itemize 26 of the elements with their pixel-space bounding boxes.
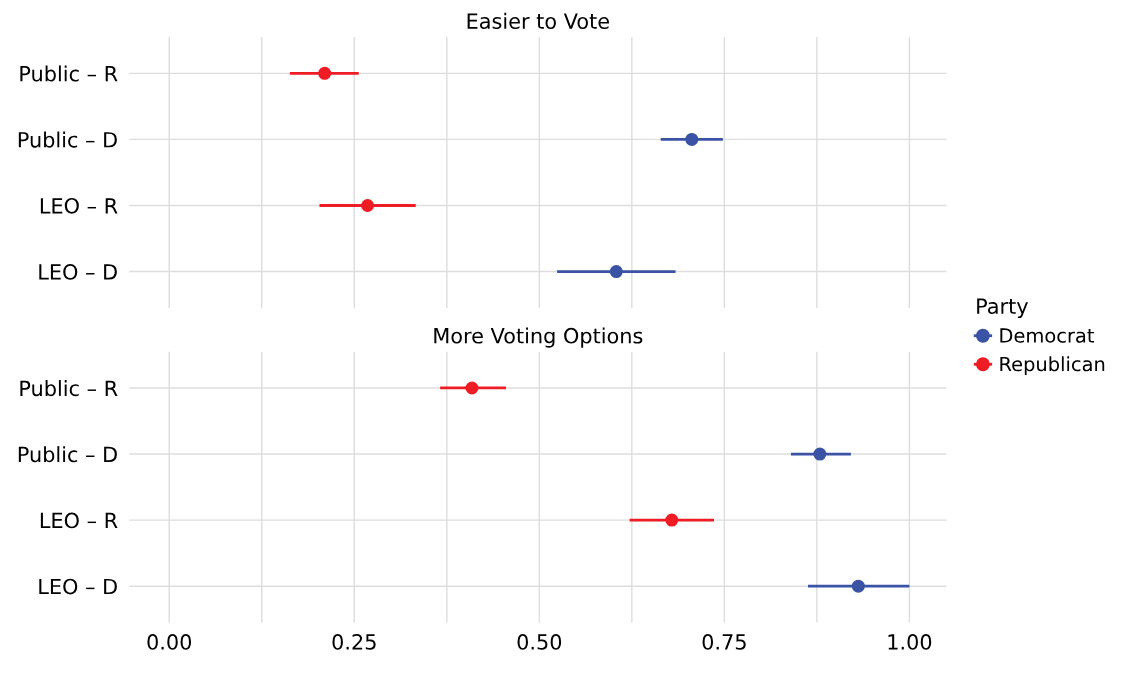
x-tick-label: 0.00	[147, 634, 192, 650]
point	[609, 265, 623, 279]
point	[465, 381, 479, 395]
y-tick-label: Public – R	[20, 380, 118, 397]
legend-label: Democrat	[1000, 328, 1095, 343]
y-tick-label: Public – D	[18, 446, 117, 463]
chart-title: More Voting Options	[434, 327, 643, 348]
y-tick-label: LEO – D	[39, 578, 117, 595]
legend-title: Party	[977, 298, 1028, 319]
x-tick-label: 0.25	[332, 634, 376, 650]
point	[665, 513, 679, 527]
point	[318, 66, 332, 80]
y-tick-label: LEO – D	[39, 264, 117, 280]
y-tick-label: Public – D	[18, 131, 117, 148]
chart-title: Easier to Vote	[467, 12, 609, 29]
x-tick-label: 0.75	[702, 634, 746, 650]
y-tick-label: LEO – R	[40, 197, 118, 214]
x-tick-label: 0.50	[517, 634, 562, 650]
y-tick-label: Public – R	[20, 65, 118, 82]
point	[851, 579, 865, 593]
y-tick-label: LEO – R	[40, 512, 118, 529]
point	[361, 198, 375, 212]
point	[685, 132, 699, 146]
point	[813, 447, 827, 461]
x-tick-label: 1.00	[888, 634, 932, 650]
legend-label: Republican	[1000, 356, 1105, 376]
